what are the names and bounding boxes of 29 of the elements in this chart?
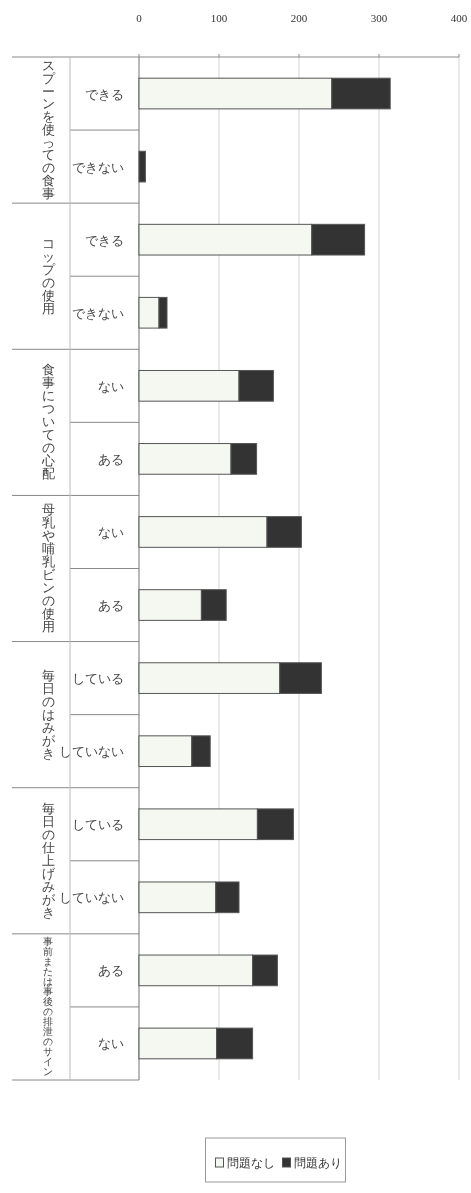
bar (138, 150, 146, 183)
y-tick-label: していない (59, 890, 124, 906)
y-tick-label: ある (98, 963, 124, 979)
legend-label: 問題あり (293, 1156, 342, 1170)
y-tick-label: できる (85, 232, 124, 248)
text: 毎日の仕上げみがき (41, 800, 55, 920)
x-tick-label: 200 (290, 12, 308, 24)
y-tick-label: できない (72, 305, 124, 321)
x-tick-label: 300 (370, 12, 388, 24)
text: スプーンを使っての食事 (41, 58, 55, 201)
y-tick-label: している (72, 671, 124, 687)
text: 事前または事後の排泄のサイン (43, 935, 53, 1077)
x-tick-label: 400 (450, 12, 468, 24)
y-tick-label: ない (98, 1036, 124, 1052)
y-tick-label: できない (72, 159, 124, 175)
y-tick-label: ある (98, 598, 124, 614)
legend-label: 問題なし (226, 1156, 275, 1170)
x-tick-label: 0 (136, 12, 143, 24)
text: 毎日のはみがき (41, 667, 56, 761)
text: コップの使用 (41, 235, 56, 316)
y-tick-label: している (72, 817, 124, 833)
y-tick-label: していない (59, 744, 124, 760)
text: 母乳や哺乳ビンの使用 (41, 501, 55, 634)
y-tick-label: ない (98, 378, 124, 394)
x-tick-label: 100 (210, 12, 228, 24)
y-tick-label: できる (85, 86, 124, 102)
y-tick-label: ない (98, 524, 124, 540)
text: 食事についての心配 (41, 362, 55, 482)
y-tick-label: ある (98, 451, 124, 467)
